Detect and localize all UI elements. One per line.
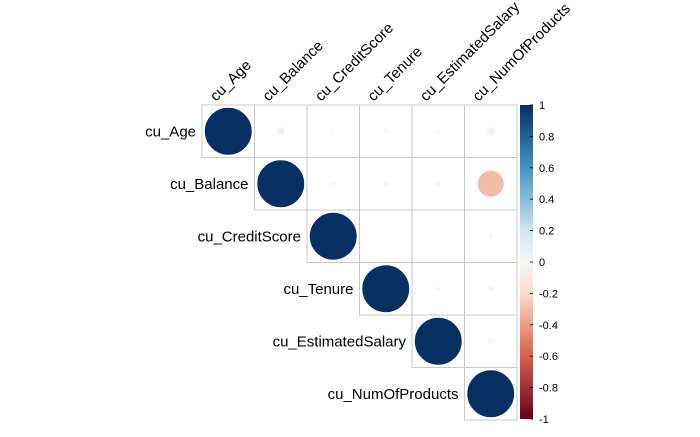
row-label: cu_NumOfProducts: [328, 386, 459, 403]
corr-circle-cu_Age-cu_CreditScore: [331, 129, 335, 133]
corr-circle-cu_Tenure-cu_EstimatedSalary: [436, 286, 441, 291]
colorbar-tick-label: -0.8: [539, 383, 558, 395]
row-label: cu_Balance: [170, 176, 248, 193]
corr-circle-cu_Balance-cu_NumOfProducts: [477, 170, 504, 197]
corr-circle-cu_NumOfProducts-cu_NumOfProducts: [466, 369, 515, 418]
colorbar-tick-label: -0.4: [539, 320, 558, 332]
colorbar-tick-label: 0.4: [539, 194, 554, 206]
corr-circle-cu_EstimatedSalary-cu_NumOfProducts: [487, 338, 494, 345]
colorbar-tick-label: 0: [539, 257, 545, 269]
corr-circle-cu_Age-cu_Balance: [276, 127, 285, 136]
corr-circle-cu_CreditScore-cu_Tenure: [384, 235, 387, 238]
colorbar-tick-label: -1: [539, 414, 549, 426]
colorbar-tick-label: 0.6: [539, 163, 554, 175]
row-label: cu_Tenure: [283, 281, 353, 298]
corr-circle-cu_Balance-cu_EstimatedSalary: [435, 181, 441, 187]
row-label: cu_CreditScore: [198, 228, 301, 245]
col-label: cu_Age: [207, 57, 255, 105]
row-label: cu_Age: [145, 123, 196, 140]
corr-circle-cu_Tenure-cu_Tenure: [361, 264, 410, 313]
corr-circle-cu_EstimatedSalary-cu_EstimatedSalary: [414, 317, 463, 366]
corr-circle-cu_CreditScore-cu_NumOfProducts: [488, 233, 494, 239]
grid-cell-5-5: [464, 367, 518, 421]
colorbar-tick-label: 0.2: [539, 226, 554, 238]
corr-circle-cu_Tenure-cu_NumOfProducts: [488, 286, 494, 292]
circle-layer: [204, 107, 515, 418]
corr-circle-cu_CreditScore-cu_EstimatedSalary: [437, 235, 440, 238]
col-label: cu_NumOfProducts: [469, 0, 574, 105]
col-label: cu_EstimatedSalary: [417, 0, 524, 105]
corr-circle-cu_Balance-cu_Balance: [256, 159, 305, 208]
grid-layer: [201, 104, 518, 421]
colorbar-tick-label: -0.2: [539, 288, 558, 300]
corr-circle-cu_Age-cu_Age: [204, 107, 253, 156]
colorbar-tick-label: -0.6: [539, 351, 558, 363]
corr-circle-cu_Balance-cu_CreditScore: [331, 181, 336, 186]
colorbar-tick-label: 1: [539, 100, 545, 112]
corr-circle-cu_Balance-cu_Tenure: [383, 181, 389, 187]
corr-circle-cu_Age-cu_NumOfProducts: [486, 127, 495, 136]
corr-circle-cu_Age-cu_Tenure: [383, 128, 389, 134]
colorbar-tick-label: 0.8: [539, 131, 554, 143]
corr-circle-cu_Age-cu_EstimatedSalary: [436, 129, 441, 134]
colorbar: 1 0.8 0.6 0.4 0.2 0 -0.2 -0.4 -0.6 -0.8 -1: [520, 100, 558, 426]
row-label: cu_EstimatedSalary: [273, 333, 407, 350]
corr-circle-cu_CreditScore-cu_CreditScore: [309, 212, 358, 261]
colorbar-gradient: [520, 105, 533, 419]
